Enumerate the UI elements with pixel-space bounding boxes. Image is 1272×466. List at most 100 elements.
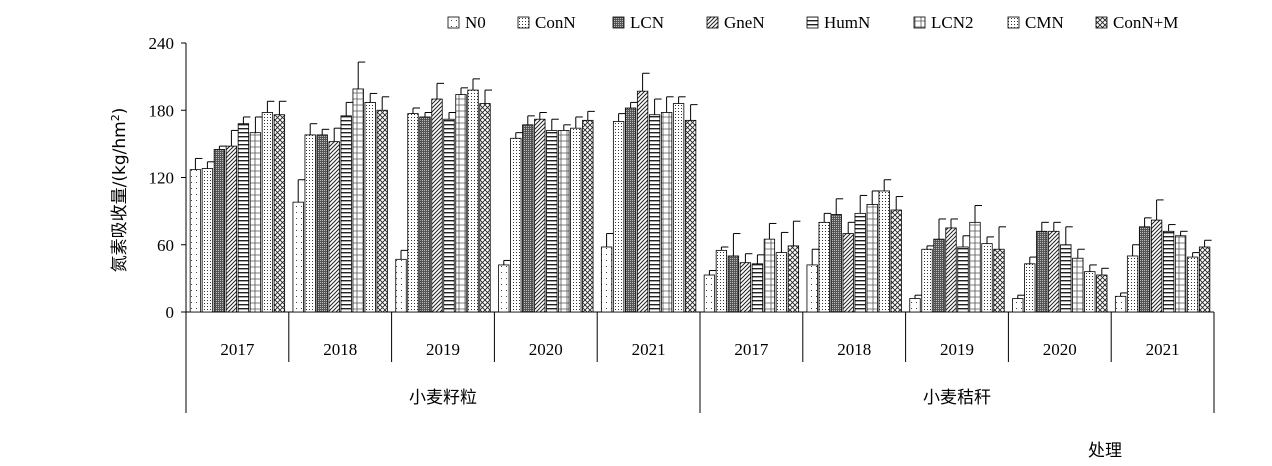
x-axis-labels: 2017 2018 2019 2020 2021 2017 2018 2019 2020 2021… <box>220 340 1179 408</box>
y-tick-label: 60 <box>157 236 174 255</box>
bars-layer <box>189 88 1211 313</box>
bar <box>636 90 649 313</box>
y-axis-title-close: ) <box>110 108 130 115</box>
bar <box>878 190 890 313</box>
y-tick-label: 0 <box>166 303 175 322</box>
bar <box>582 119 594 313</box>
legend-swatch <box>913 16 926 29</box>
legend: N0 ConN LCN GneN HumN LCN2 CMN ConN+M <box>447 13 1178 32</box>
bar <box>201 168 214 313</box>
bar <box>237 123 250 313</box>
x-tick-label: 2019 <box>426 340 460 359</box>
bar <box>600 246 613 313</box>
bar <box>1198 246 1211 313</box>
bar <box>648 114 661 313</box>
bar <box>806 264 818 313</box>
bar <box>1186 256 1199 313</box>
bar <box>1012 298 1024 313</box>
bar <box>715 249 728 313</box>
bar <box>1060 244 1072 313</box>
bar <box>419 116 431 313</box>
x-tick-label: 2021 <box>632 340 666 359</box>
bar <box>340 115 352 313</box>
error-bars-layer <box>194 61 1212 299</box>
bar <box>304 134 316 313</box>
bar <box>672 103 685 313</box>
bar <box>751 263 764 313</box>
bar <box>933 238 945 313</box>
legend-label: ConN+M <box>1113 13 1178 32</box>
legend-swatch <box>806 16 819 29</box>
y-tick-label: 240 <box>149 34 175 53</box>
bar <box>1138 226 1151 313</box>
legend-label: CMN <box>1025 13 1064 32</box>
bar <box>909 298 921 313</box>
x-axis-title: 处理 <box>1088 441 1122 461</box>
bar <box>830 214 842 313</box>
legend-label: HumN <box>824 13 870 32</box>
bar <box>431 98 443 313</box>
x-tick-label: 2018 <box>837 340 871 359</box>
legend-swatch <box>612 16 625 29</box>
bar <box>213 149 226 313</box>
x-tick-label: 2017 <box>734 340 769 359</box>
x-tick-label: 2020 <box>529 340 563 359</box>
bar <box>739 262 752 313</box>
bar <box>534 118 546 313</box>
bar <box>407 113 419 313</box>
legend-swatch <box>706 16 719 29</box>
bar <box>1072 257 1084 313</box>
legend-label: LCN2 <box>931 13 974 32</box>
legend-swatch <box>1007 16 1020 29</box>
y-tick-label: 180 <box>149 101 175 120</box>
bar <box>522 124 534 313</box>
legend-label: GneN <box>724 13 765 32</box>
bar <box>703 274 716 313</box>
bar <box>558 130 570 313</box>
bar <box>818 221 830 313</box>
bar <box>787 245 800 313</box>
legend-label: N0 <box>465 13 486 32</box>
bar <box>854 212 866 313</box>
x-tick-label: 2021 <box>1146 340 1180 359</box>
bar <box>364 102 376 313</box>
bar <box>624 107 637 313</box>
bar <box>225 145 238 313</box>
y-axis-title: 氮素吸收量/(kg/hm2) <box>109 108 131 273</box>
bar <box>1174 235 1187 313</box>
bar <box>957 246 969 313</box>
bar <box>842 233 854 313</box>
bar <box>1048 230 1060 313</box>
group-label: 小麦秸秆 <box>923 388 991 408</box>
bar <box>467 89 479 313</box>
bar <box>1096 274 1108 313</box>
bar <box>1036 230 1048 313</box>
bar <box>981 243 993 313</box>
bar <box>866 203 878 313</box>
bar <box>273 114 286 313</box>
bar <box>1126 255 1139 313</box>
y-axis-title-sup: 2 <box>109 114 122 121</box>
bar <box>376 109 388 313</box>
bar <box>1084 271 1096 313</box>
bar <box>684 119 697 313</box>
legend-swatch <box>447 16 460 29</box>
bar <box>1150 219 1163 313</box>
bar <box>993 248 1005 313</box>
bar <box>328 141 340 313</box>
bar <box>727 255 740 313</box>
bar <box>945 227 957 313</box>
bar <box>261 112 274 313</box>
bar <box>352 88 364 313</box>
bar <box>969 221 981 313</box>
bar <box>292 201 304 313</box>
bar <box>443 118 455 313</box>
bar <box>660 112 673 313</box>
bar <box>763 238 776 313</box>
bar <box>1114 295 1127 313</box>
x-tick-label: 2017 <box>220 340 255 359</box>
bar <box>612 121 625 313</box>
y-axis-title-main: 氮素吸收量/(kg/hm <box>110 121 130 272</box>
bar <box>395 258 407 313</box>
